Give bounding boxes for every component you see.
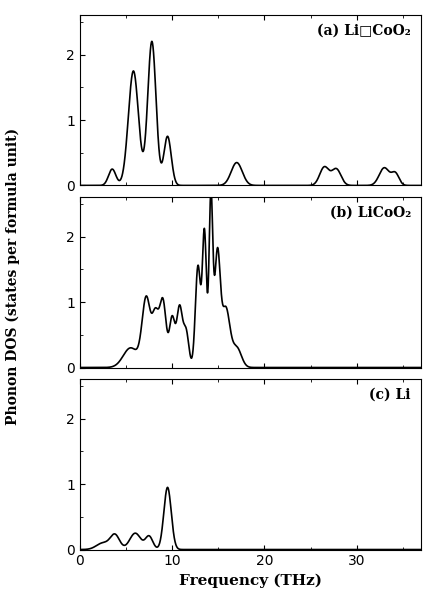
Text: Phonon DOS (states per formula unit): Phonon DOS (states per formula unit): [6, 128, 20, 425]
Text: (a) Li□CoO₂: (a) Li□CoO₂: [317, 24, 411, 38]
Text: (c) Li: (c) Li: [369, 388, 411, 402]
Text: (b) LiCoO₂: (b) LiCoO₂: [330, 206, 411, 220]
X-axis label: Frequency (THz): Frequency (THz): [179, 574, 322, 588]
